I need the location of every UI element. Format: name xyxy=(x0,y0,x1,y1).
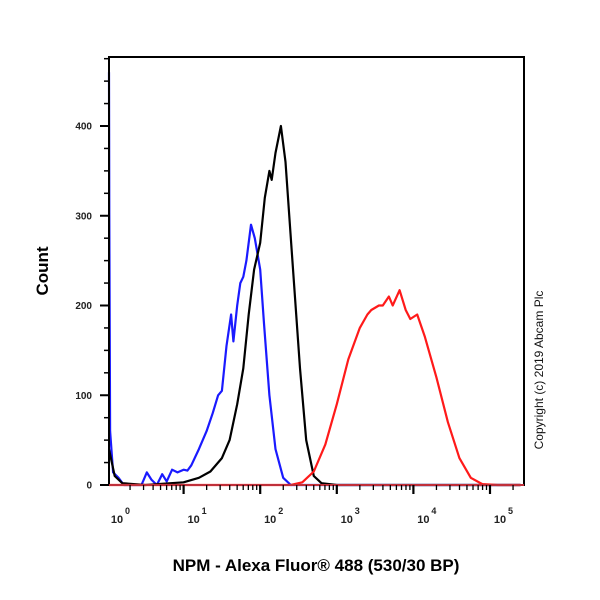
x-tick-label-base: 10 xyxy=(111,514,123,526)
plot-frame xyxy=(108,56,525,486)
x-tick-label-base: 10 xyxy=(187,514,199,526)
x-tick-label-exponent: 3 xyxy=(355,506,360,516)
y-tick-label: 100 xyxy=(75,391,92,402)
x-tick-label-base: 10 xyxy=(417,514,429,526)
x-tick-label-base: 10 xyxy=(494,514,506,526)
x-tick-label-exponent: 5 xyxy=(508,506,513,516)
x-tick-label-base: 10 xyxy=(341,514,353,526)
y-tick-label: 400 xyxy=(75,122,92,133)
series-line-1 xyxy=(107,124,521,487)
series-line-2 xyxy=(109,289,521,487)
x-tick-label-exponent: 4 xyxy=(431,506,436,516)
series-line-0 xyxy=(107,72,521,487)
x-tick-label-exponent: 2 xyxy=(278,506,283,516)
y-axis: 0 100 200 300 400 xyxy=(75,57,109,492)
x-axis-title: NPM - Alexa Fluor® 488 (530/30 BP) xyxy=(173,556,460,575)
copyright-annotation: Copyright (c) 2019 Abcam Plc xyxy=(532,291,546,450)
y-tick-label: 200 xyxy=(75,301,92,312)
x-tick-label-exponent: 1 xyxy=(202,506,207,516)
y-axis-title: Count xyxy=(33,246,52,295)
y-tick-label: 0 xyxy=(86,481,92,492)
x-tick-label-exponent: 0 xyxy=(125,506,130,516)
y-tick-label: 300 xyxy=(75,211,92,222)
plot-series xyxy=(107,72,521,487)
x-tick-label-base: 10 xyxy=(264,514,276,526)
